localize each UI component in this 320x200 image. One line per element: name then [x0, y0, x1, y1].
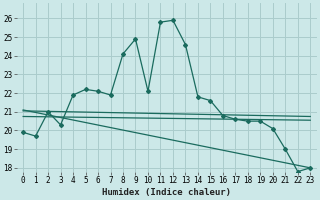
- X-axis label: Humidex (Indice chaleur): Humidex (Indice chaleur): [102, 188, 231, 197]
